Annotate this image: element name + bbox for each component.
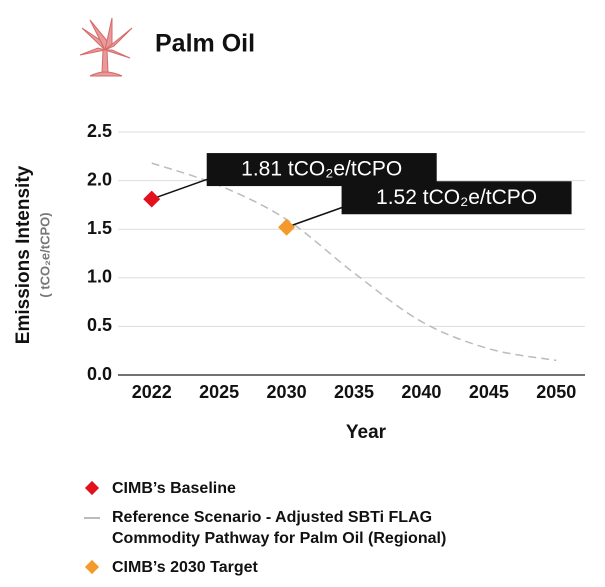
legend-item: CIMB’s Baseline bbox=[82, 478, 582, 499]
legend-marker bbox=[84, 480, 100, 496]
x-axis-label: Year bbox=[346, 422, 387, 443]
marker bbox=[143, 190, 161, 208]
legend-marker bbox=[84, 517, 100, 519]
legend-symbol bbox=[82, 478, 112, 499]
legend: CIMB’s Baseline Reference Scenario - Adju… bbox=[82, 478, 582, 586]
label-box bbox=[206, 153, 437, 187]
legend-item: CIMB’s 2030 Target bbox=[82, 557, 582, 578]
data-label: 1.52 tCO₂e/tCPO bbox=[376, 186, 537, 209]
x-tick-label: 2030 bbox=[267, 382, 307, 402]
x-tick-label: 2022 bbox=[132, 382, 172, 402]
palm-icon bbox=[79, 17, 133, 77]
x-tick-label: 2025 bbox=[199, 382, 239, 402]
legend-label: CIMB’s 2030 Target bbox=[112, 559, 258, 576]
x-tick-label: 2035 bbox=[334, 382, 374, 402]
x-tick-label: 2050 bbox=[536, 382, 576, 402]
x-tick-label: 2040 bbox=[401, 382, 441, 402]
legend-symbol bbox=[82, 557, 112, 578]
y-tick-label: 0.5 bbox=[87, 315, 112, 335]
chart: Palm Oil Emissions Intensity ( tCO₂e/tCP… bbox=[13, 17, 585, 443]
legend-label: CIMB’s Baseline bbox=[112, 480, 236, 497]
x-tick-label: 2045 bbox=[469, 382, 509, 402]
y-tick-label: 1.5 bbox=[87, 218, 112, 238]
y-tick-label: 2.5 bbox=[87, 121, 112, 141]
legend-item: Reference Scenario - Adjusted SBTi FLAG … bbox=[82, 507, 582, 549]
legend-symbol bbox=[82, 507, 112, 528]
y-tick-label: 0.0 bbox=[87, 364, 112, 384]
callout-line bbox=[286, 205, 346, 228]
callout-line bbox=[151, 177, 211, 200]
marker bbox=[278, 218, 296, 236]
y-tick-label: 2.0 bbox=[87, 169, 112, 189]
y-axis-sublabel: ( tCO₂e/tCPO) bbox=[37, 212, 52, 297]
y-tick-label: 1.0 bbox=[87, 267, 112, 287]
legend-label: Reference Scenario - Adjusted SBTi FLAG … bbox=[112, 509, 447, 547]
data-label: 1.81 tCO₂e/tCPO bbox=[241, 158, 402, 181]
label-box bbox=[341, 181, 572, 215]
legend-marker bbox=[84, 559, 100, 575]
chart-title: Palm Oil bbox=[155, 30, 255, 58]
y-axis-label: Emissions Intensity bbox=[13, 165, 34, 344]
